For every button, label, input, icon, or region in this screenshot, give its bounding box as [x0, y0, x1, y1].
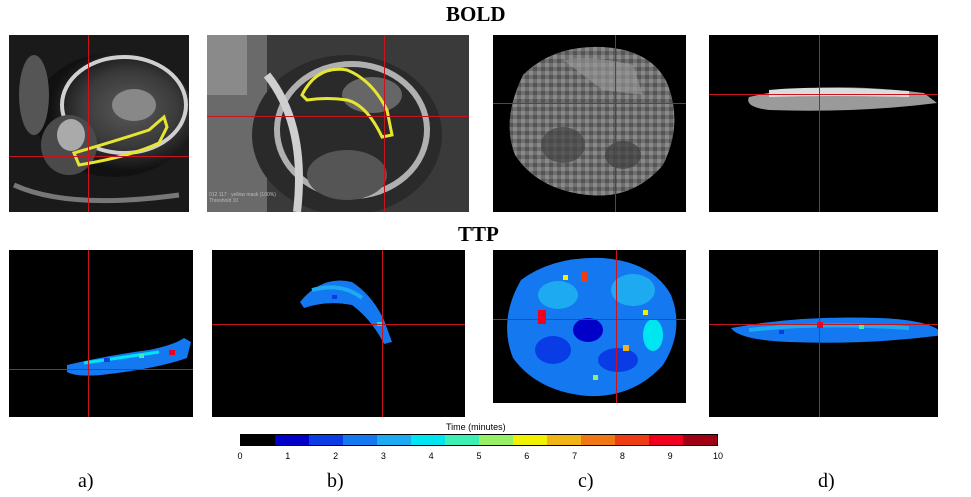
- colorbar-swatch: [241, 435, 275, 445]
- ttp-b-crosshair-h: [212, 324, 465, 325]
- ttp-panel-a-image: [9, 250, 193, 417]
- caption-d: d): [818, 470, 835, 492]
- bold-d-crosshair-h: [709, 94, 938, 95]
- colorbar-tick-label: 3: [380, 451, 386, 461]
- colorbar-swatch: [547, 435, 581, 445]
- colorbar-swatch: [309, 435, 343, 445]
- colorbar-swatch: [275, 435, 309, 445]
- bold-panel-a-image: [9, 35, 189, 212]
- bold-panel-c: [493, 35, 686, 212]
- bold-b-crosshair-v: [384, 35, 385, 212]
- bold-row-title: BOLD: [446, 2, 506, 26]
- colorbar-tick-label: 5: [476, 451, 482, 461]
- ttp-a-crosshair-v: [88, 250, 89, 417]
- ttp-c-crosshair-h: [493, 319, 686, 320]
- colorbar-tick-label: 10: [712, 451, 724, 461]
- overlay-line-1: 012 117 · yellow mask (100%): [209, 192, 276, 198]
- colorbar-tick-label: 7: [572, 451, 578, 461]
- ttp-panel-b: [212, 250, 465, 417]
- bold-b-crosshair-h: [207, 116, 469, 117]
- ttp-panel-c-image: [493, 250, 686, 403]
- ttp-row-title: TTP: [458, 222, 499, 246]
- ttp-d-crosshair-v: [819, 250, 820, 417]
- colorbar-swatch: [377, 435, 411, 445]
- colorbar-swatch: [479, 435, 513, 445]
- bold-panel-a: [9, 35, 189, 212]
- colorbar: [240, 434, 718, 446]
- bold-panel-b-image: [207, 35, 469, 212]
- ttp-panel-d-image: [709, 250, 938, 417]
- ttp-panel-b-image: [212, 250, 465, 417]
- caption-a: a): [78, 470, 94, 492]
- bold-panel-d-image: [709, 35, 938, 212]
- ttp-a-crosshair-h: [9, 369, 193, 370]
- ttp-d-crosshair-h: [709, 324, 938, 325]
- colorbar-swatch: [649, 435, 683, 445]
- colorbar-swatch: [513, 435, 547, 445]
- bold-c-crosshair-h: [493, 103, 686, 104]
- ttp-panel-d: [709, 250, 938, 417]
- ttp-panel-a: [9, 250, 193, 417]
- colorbar-tick-label: 9: [667, 451, 673, 461]
- colorbar-swatch: [411, 435, 445, 445]
- colorbar-swatch: [445, 435, 479, 445]
- colorbar-swatch: [683, 435, 717, 445]
- bold-a-crosshair-v: [88, 35, 89, 212]
- colorbar-tick-label: 2: [333, 451, 339, 461]
- bold-b-overlay-text: 012 117 · yellow mask (100%) Threshold 1…: [209, 192, 276, 204]
- caption-b: b): [327, 470, 344, 492]
- colorbar-swatch: [343, 435, 377, 445]
- bold-panel-b: 012 117 · yellow mask (100%) Threshold 1…: [207, 35, 469, 212]
- bold-d-crosshair-v: [819, 35, 820, 212]
- overlay-line-2: Threshold 10: [209, 198, 239, 204]
- colorbar-title: Time (minutes): [446, 422, 506, 432]
- colorbar-tick-label: 1: [285, 451, 291, 461]
- bold-panel-d: [709, 35, 938, 212]
- colorbar-tick-label: 6: [524, 451, 530, 461]
- colorbar-tick-label: 0: [237, 451, 243, 461]
- bold-a-crosshair-h: [9, 156, 189, 157]
- colorbar-tick-label: 8: [619, 451, 625, 461]
- colorbar-swatch: [581, 435, 615, 445]
- bold-c-crosshair-v: [615, 35, 616, 212]
- colorbar-swatch: [615, 435, 649, 445]
- ttp-c-crosshair-v: [616, 250, 617, 403]
- caption-c: c): [578, 470, 594, 492]
- colorbar-tick-label: 4: [428, 451, 434, 461]
- bold-panel-c-image: [493, 35, 686, 212]
- ttp-panel-c: [493, 250, 686, 403]
- ttp-b-crosshair-v: [382, 250, 383, 417]
